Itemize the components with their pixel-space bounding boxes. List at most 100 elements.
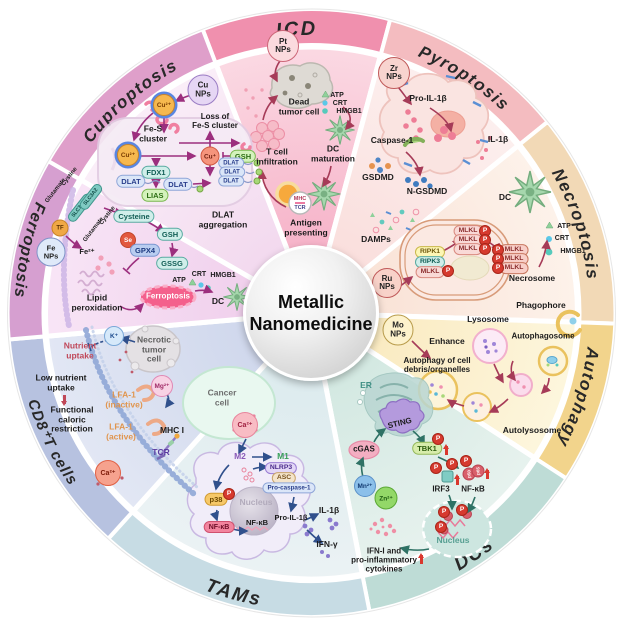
m1-label: M1 [277,451,289,462]
phospho-badge: P [479,243,491,255]
gsh-pill: GSH [156,227,184,241]
tf-circle: TF [51,219,69,237]
caloric-restriction-label: Functional caloric restriction [50,404,94,434]
phospho-badge: P [438,506,450,518]
fe2-label: Fe²⁺ [79,246,95,256]
mhc1-label: MHC I [159,425,185,436]
dead-tumor-cell-label: Dead tumor cell [278,96,320,116]
center-title-line2: Nanomedicine [249,314,373,334]
ferro-crt-label: CRT [191,271,207,279]
caspase1-label: Caspase-1 [370,135,414,146]
fe-nps-circle: Fe NPs [36,237,66,267]
cu1-ion: Cu⁺ [200,146,220,166]
mlkl-pill: MLKL [415,266,445,278]
pro-il1b-label: Pro-IL-1β [409,93,447,104]
dlat-pill-mid: DLAT [163,177,193,191]
phospho-badge: P [223,488,235,500]
phospho-badge: P [492,262,504,274]
lysosome-organelle [472,328,508,364]
pyroptosis-arrows [397,86,454,177]
autophagosome-label: Autophagosome [511,331,575,341]
ifn-cytokines-label: IFN-I and pro-inflammatory cytokines [351,546,417,574]
autolysosome-label: Autolysosome [502,425,562,436]
lipoyl-dots [196,159,263,193]
tcr-label: TCR [294,204,306,211]
t-cell-membrane [83,327,197,497]
sting-label: STING [386,415,413,431]
gsdmd-fragments [369,157,391,173]
tam-nucleus-label: Nucleus [239,497,273,508]
lfa1-inactive-label: LFA-1 (inactive) [105,389,143,409]
lysosome-label: Lysosome [467,314,509,325]
ferroptosis-burst-label: Ferroptosis [145,291,191,301]
ferro-atp-label: ATP [172,277,186,285]
zn-ion: Zn²⁺ [374,486,398,510]
autophagy-arrows [411,340,552,413]
necrotic-cell-label: Necrotic tumor cell [136,334,172,364]
tam-nfkb-oval: NF-κB [203,521,235,533]
lias-pill: LIAS [141,188,169,202]
nfkb-label: NF-κB [461,484,485,494]
mhc-label: MHC [293,195,307,202]
phospho-badge: P [456,504,468,516]
pro-caspase1-pill: Pro-caspase-1 [262,482,316,494]
tam-nucleus [229,486,279,536]
cd8-ca-ion: Ca²⁺ [95,460,121,486]
antigen-presenting-label: Antigen presenting [284,217,328,237]
tam-ca-ion: Ca²⁺ [232,412,258,438]
mn-ion: Mn²⁺ [354,475,376,497]
hmgb1-label: HMGB1 [336,108,362,116]
fe-dots [95,255,115,275]
lfa1-active-label: LFA-1 (active) [106,421,136,441]
mo-nps-circle: Mo NPs [382,314,414,346]
zr-nps-circle: Zr NPs [378,57,410,89]
up-arrow-icon [454,474,459,485]
center-sphere: Metallic Nanomedicine [243,245,379,381]
cystine-label: Cystine [60,166,79,188]
icd-particles [244,88,264,118]
fdx1-pill: FDX1 [141,165,171,179]
dcs-nucleus-label: Nucleus [436,535,470,546]
pt-nps-circle: Pt NPs [267,30,299,62]
sting-protein [379,398,425,434]
mg-ion: Mg²⁺ [151,375,173,397]
phagophore-organelle [555,309,582,338]
irf3-label: IRF3 [432,484,450,494]
cu-nps-circle: Cu NPs [187,74,219,106]
lipid-peroxidation-label: Lipid peroxidation [71,292,123,312]
p50-label: p50 [466,470,472,478]
nutrient-uptake-label: Nutrient uptake [63,340,97,360]
necrosome-label: Necrosome [508,273,556,284]
ferro-hmgb1-label: HMGB1 [210,272,236,280]
cysteine-pill: Cysteine [113,209,155,223]
up-arrow-icon [418,553,423,564]
tam-nfkb-nucleus-label: NF-κB [245,517,269,527]
icd-t-cell-cluster [250,120,285,152]
cu2-ion-left: Cu²⁺ [117,144,139,166]
irf3-protein [441,470,454,483]
dlat-pill-left: DLAT [116,174,146,188]
gssg-pill: GSSG [156,256,188,270]
phospho-badge: P [430,462,442,474]
cytokine-dots [369,517,397,537]
t-cell-infiltration-label: T cell infiltration [256,146,298,166]
cgas-label: cGAS [353,444,375,454]
ferroptosis-burst [139,284,197,310]
tams-arrows [209,438,324,544]
tam-pro-il1b-label: Pro-IL-1β [274,512,308,522]
debris-label: Autophagy of cell debris/organelles [403,356,471,374]
center-title-line1: Metallic [277,291,345,312]
cancer-cell-label: Cancer cell [207,387,237,407]
autophagosome-organelle [537,345,569,377]
ferro-dc-label: DC [211,296,225,307]
phospho-badge: P [446,458,458,470]
t-cell-membrane-inner [90,325,200,490]
dc-maturation-label: DC maturation [311,143,355,163]
dlat-aggregation-label: DLAT aggregation [198,209,248,229]
phospho-badge: P [442,265,454,277]
necrotic-tumor-cell-blob [124,325,181,373]
phospho-badge: P [435,521,447,533]
up-arrow-icon [443,444,448,455]
phospho-badge: P [460,455,472,467]
